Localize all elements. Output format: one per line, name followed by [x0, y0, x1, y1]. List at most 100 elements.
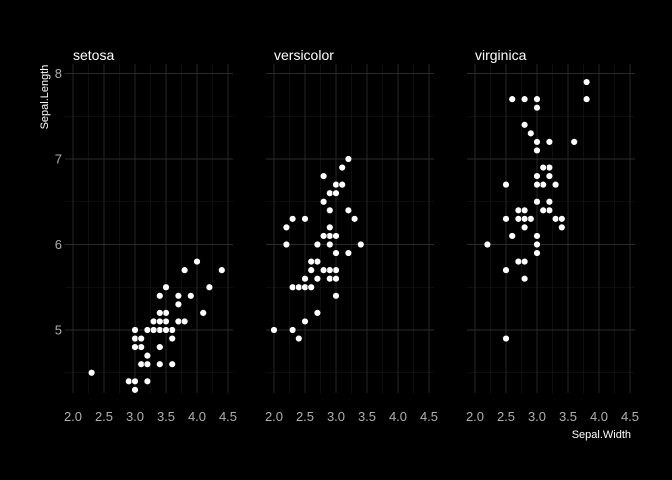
data-point — [149, 326, 158, 334]
data-point — [168, 334, 176, 343]
data-point — [326, 223, 334, 232]
data-point — [288, 283, 297, 291]
data-point — [520, 257, 529, 266]
data-point — [533, 146, 541, 155]
facet-panel-versicolor: 2.0 2.5 3.0 3.5 4.0 4.5 versicolor — [265, 47, 438, 424]
y-axis-title: Sepal.Length — [39, 65, 51, 130]
data-point — [551, 215, 560, 223]
data-point — [313, 275, 322, 283]
x-tick-label: 4.0 — [389, 409, 407, 424]
x-tick-label: 4.0 — [188, 409, 206, 424]
data-point — [570, 138, 578, 146]
data-point — [502, 180, 510, 189]
x-tick-label: 3.0 — [327, 409, 345, 424]
data-point — [533, 138, 541, 146]
data-point — [558, 215, 566, 223]
data-point — [156, 317, 164, 326]
y-tick-label: 5 — [55, 323, 62, 338]
data-point — [319, 198, 328, 206]
x-tick-label: 3.5 — [157, 409, 175, 424]
data-point — [338, 180, 346, 189]
data-point — [326, 266, 334, 274]
data-point — [131, 343, 139, 351]
facet-panel-setosa: 2.0 2.5 3.0 3.5 4.0 4.5 5 6 7 8 setosa — [55, 47, 237, 424]
data-point — [131, 326, 139, 334]
data-point — [180, 317, 189, 326]
data-point — [582, 95, 591, 103]
x-tick-label: 4.5 — [219, 409, 237, 424]
data-point — [520, 95, 529, 103]
data-point — [533, 180, 541, 189]
data-point — [137, 360, 145, 368]
data-point — [174, 300, 183, 309]
data-point — [326, 240, 334, 249]
data-point — [533, 198, 541, 206]
data-point — [307, 266, 315, 274]
data-point — [545, 172, 554, 180]
data-point — [344, 155, 353, 163]
data-point — [545, 138, 554, 146]
data-point — [156, 326, 164, 334]
data-point — [533, 95, 541, 103]
data-point — [558, 223, 566, 232]
data-point — [193, 257, 201, 266]
grid-lines — [266, 64, 434, 393]
data-point — [180, 266, 189, 274]
x-axis-title: Sepal.Width — [572, 429, 631, 441]
data-point — [187, 292, 195, 300]
x-tick-label: 2.0 — [466, 409, 484, 424]
data-point — [319, 232, 328, 240]
data-point — [508, 95, 516, 103]
data-point — [137, 334, 145, 343]
data-point — [131, 386, 139, 394]
data-point — [131, 334, 139, 343]
data-point — [332, 292, 340, 300]
data-point — [344, 249, 353, 257]
data-point — [332, 275, 340, 283]
data-point — [156, 343, 164, 351]
data-point — [301, 215, 309, 223]
facet-title: setosa — [73, 47, 114, 63]
x-tick-label: 4.5 — [420, 409, 438, 424]
data-point — [533, 232, 541, 240]
data-point — [539, 206, 547, 215]
data-point — [533, 103, 541, 112]
data-point — [520, 215, 529, 223]
data-point — [520, 223, 529, 232]
data-point — [551, 180, 560, 189]
data-point — [162, 326, 170, 334]
data-point — [332, 232, 340, 240]
data-point — [326, 275, 334, 283]
x-tick-label: 3.5 — [358, 409, 376, 424]
data-point — [156, 360, 164, 368]
data-point — [282, 223, 291, 232]
data-point — [307, 257, 315, 266]
data-point — [143, 360, 152, 368]
x-tick-label: 2.5 — [95, 409, 113, 424]
data-point — [288, 326, 297, 334]
data-point — [174, 317, 183, 326]
data-point — [533, 240, 541, 249]
data-point — [332, 180, 340, 189]
facet-title: versicolor — [274, 47, 334, 63]
data-point — [545, 198, 554, 206]
x-tick-label: 3.5 — [559, 409, 577, 424]
data-point — [508, 232, 516, 240]
data-points — [87, 257, 226, 394]
data-point — [156, 309, 164, 317]
data-point — [174, 292, 183, 300]
data-point — [520, 121, 529, 129]
data-point — [162, 317, 170, 326]
data-point — [301, 317, 309, 326]
data-point — [307, 283, 315, 291]
data-point — [131, 377, 139, 385]
data-point — [143, 377, 152, 385]
data-point — [514, 215, 523, 223]
data-point — [520, 275, 529, 283]
x-tick-label: 2.5 — [497, 409, 515, 424]
y-tick-label: 6 — [55, 237, 62, 252]
facets-layer: 2.0 2.5 3.0 3.5 4.0 4.5 5 6 7 8 setosa 2.0 2.5 3.0 3.5… — [55, 47, 639, 424]
data-point — [533, 172, 541, 180]
